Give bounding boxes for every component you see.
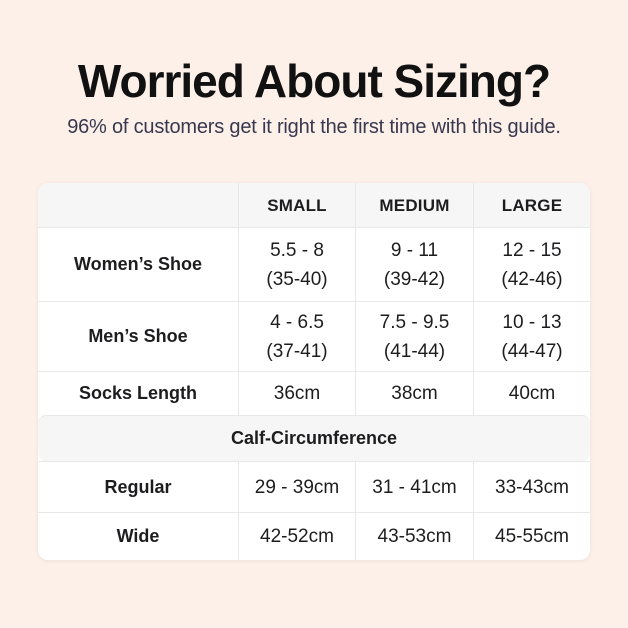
mens-large-eu-range: (44-47) [501, 340, 563, 362]
row-label-mens-shoe: Men’s Shoe [88, 326, 188, 346]
table-row-womens-shoe: Women’s Shoe 5.5 - 8 (35-40) 9 - 11 (39-… [38, 227, 590, 301]
mens-small-range: 4 - 6.5 [270, 311, 324, 333]
table-row-regular: Regular 29 - 39cm 31 - 41cm 33-43cm [38, 461, 590, 512]
row-label-regular: Regular [104, 476, 172, 497]
womens-small-range: 5.5 - 8 [270, 239, 324, 261]
row-label-socks-length: Socks Length [78, 383, 198, 403]
socks-small-cell: 36cm [238, 372, 355, 415]
mens-large-cell: 10 - 13 (44-47) [473, 302, 590, 371]
table-row-wide: Wide 42-52cm 43-53cm 45-55cm [38, 512, 590, 560]
mens-large-range: 10 - 13 [502, 311, 562, 333]
header-cell-medium: MEDIUM [355, 183, 473, 227]
header-cell-small: SMALL [238, 183, 355, 227]
wide-medium-cell: 43-53cm [355, 513, 473, 560]
mens-small-eu-range: (37-41) [266, 340, 328, 362]
page-title: Worried About Sizing? [77, 55, 551, 107]
header-cell-large: LARGE [473, 183, 590, 227]
womens-small-cell: 5.5 - 8 (35-40) [238, 228, 355, 301]
table-row-socks-length: Socks Length 36cm 38cm 40cm [38, 371, 590, 415]
mens-small-cell: 4 - 6.5 (37-41) [238, 302, 355, 371]
womens-large-eu-range: (42-46) [501, 268, 563, 290]
socks-medium-cell: 38cm [355, 372, 473, 415]
womens-small-eu-range: (35-40) [266, 268, 328, 290]
header-cell-blank [38, 183, 238, 227]
mens-medium-eu-range: (41-44) [383, 340, 446, 362]
calf-circumference-label: Calf-Circumference [230, 428, 398, 448]
mens-medium-cell: 7.5 - 9.5 (41-44) [355, 302, 473, 371]
womens-medium-range: 9 - 11 [390, 239, 439, 261]
mens-medium-range: 7.5 - 9.5 [379, 311, 450, 333]
regular-large-cell: 33-43cm [473, 462, 590, 512]
regular-medium-cell: 31 - 41cm [355, 462, 473, 512]
page-subtitle: 96% of customers get it right the first … [67, 116, 561, 138]
row-label-wide: Wide [116, 526, 160, 546]
womens-large-range: 12 - 15 [502, 239, 562, 261]
regular-small-cell: 29 - 39cm [238, 462, 355, 512]
womens-large-cell: 12 - 15 (42-46) [473, 228, 590, 301]
table-row-mens-shoe: Men’s Shoe 4 - 6.5 (37-41) 7.5 - 9.5 (41… [38, 301, 590, 371]
calf-circumference-section-header: Calf-Circumference [38, 415, 590, 461]
womens-medium-cell: 9 - 11 (39-42) [355, 228, 473, 301]
wide-large-cell: 45-55cm [473, 513, 590, 560]
socks-large-cell: 40cm [473, 372, 590, 415]
size-chart-table: SMALL MEDIUM LARGE Women’s Shoe 5.5 - 8 … [38, 183, 590, 560]
table-header-row: SMALL MEDIUM LARGE [38, 183, 590, 227]
womens-medium-eu-range: (39-42) [383, 268, 446, 290]
row-label-womens-shoe: Women’s Shoe [73, 254, 203, 274]
wide-small-cell: 42-52cm [238, 513, 355, 560]
